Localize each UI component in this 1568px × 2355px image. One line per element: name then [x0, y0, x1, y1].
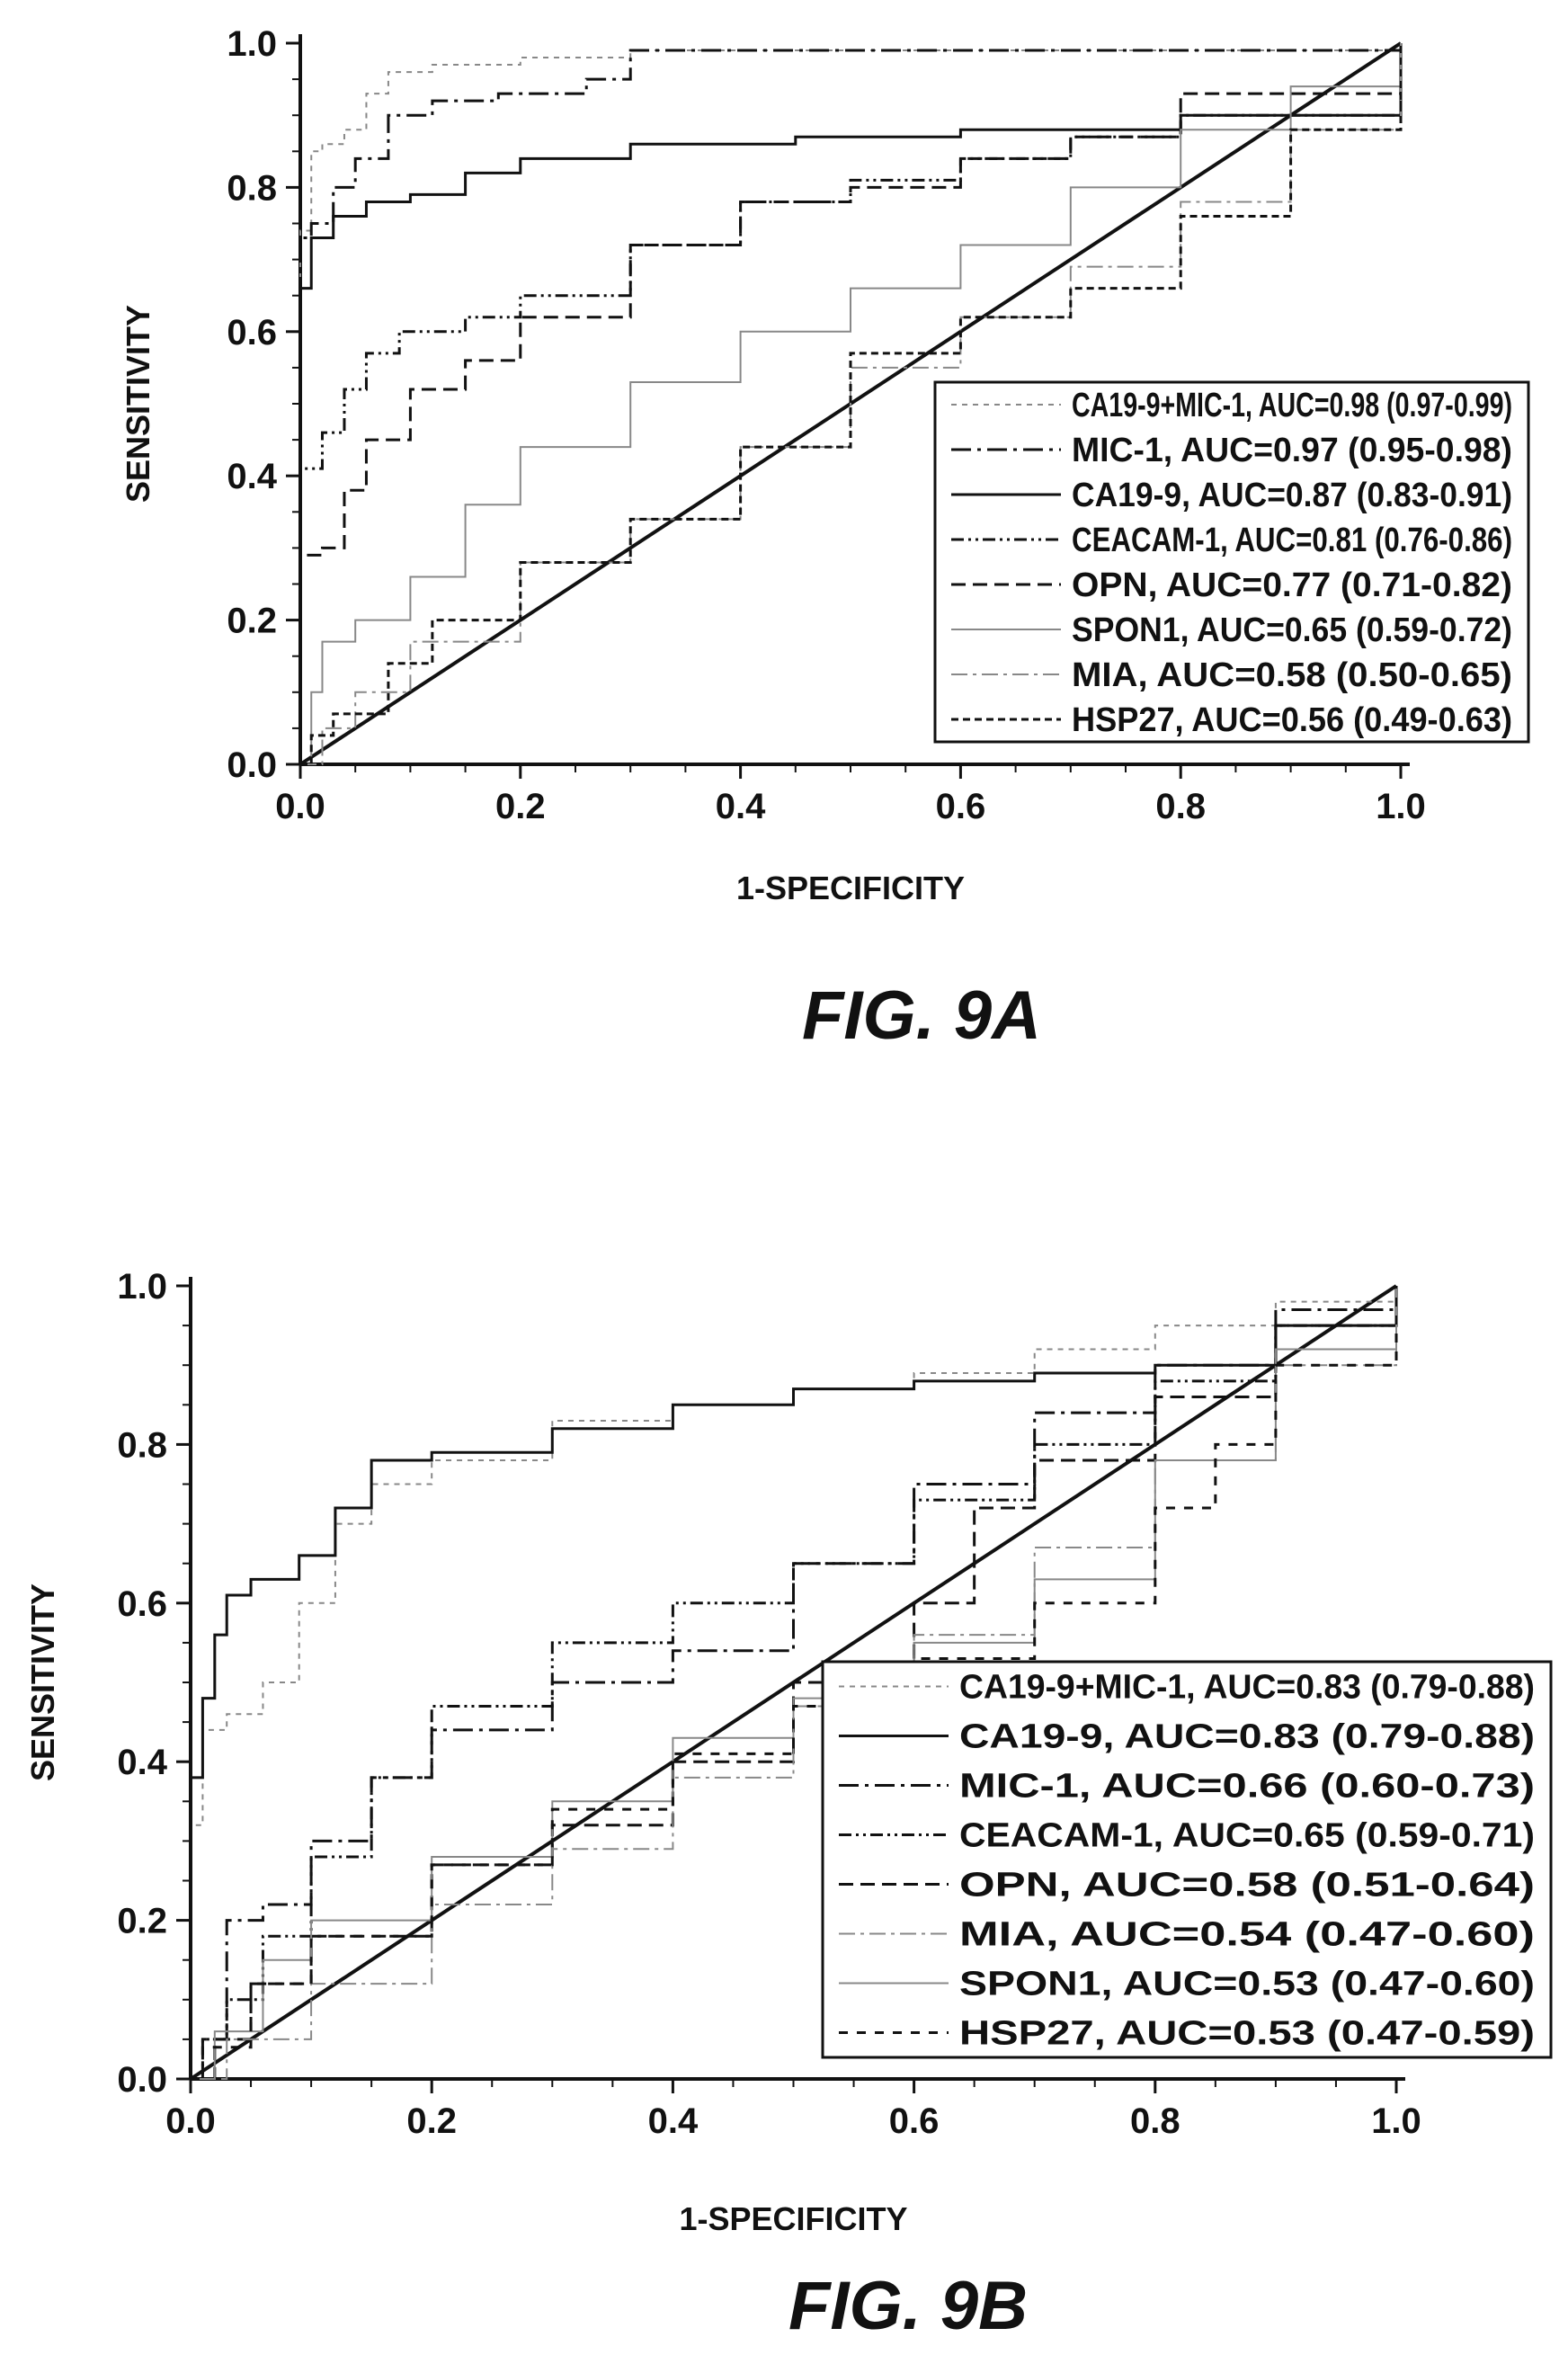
y-tick-label: 0.6 — [227, 313, 277, 352]
legend-entry: HSP27, AUC=0.53 (0.47-0.59) — [959, 2015, 1535, 2053]
series-line-6 — [191, 1286, 1397, 2080]
y-tick-label: 0.0 — [117, 2060, 167, 2100]
y-tick-label: 0.2 — [117, 1902, 167, 1941]
x-axis-label: 1-SPECIFICITY — [736, 870, 965, 906]
legend-entry: CA19-9+MIC-1, AUC=0.83 (0.79-0.88) — [959, 1669, 1535, 1707]
legend-entry: MIA, AUC=0.54 (0.47-0.60) — [959, 1916, 1535, 1954]
legend-entry: MIC-1, AUC=0.66 (0.60-0.73) — [959, 1768, 1535, 1806]
y-tick-label: 1.0 — [117, 1267, 167, 1307]
y-axis-label: SENSITIVITY — [120, 305, 156, 503]
roc-chart-9b: 0.0 0.2 0.4 0.6 0.8 1.0 0.0 0.2 0.4 0.6 0.8 1.0 1-SP… — [24, 1267, 1553, 2344]
y-axis-label: SENSITIVITY — [24, 1583, 61, 1781]
y-tick-label: 0.8 — [117, 1425, 167, 1465]
x-axis-label: 1-SPECIFICITY — [679, 2200, 907, 2237]
legend-entry: CA19-9, AUC=0.87 (0.83-0.91) — [1072, 477, 1512, 514]
legend-box — [933, 380, 1530, 744]
x-tick-label: 0.0 — [275, 787, 325, 826]
y-tick-label: 0.4 — [227, 457, 277, 496]
series-line-6 — [300, 43, 1402, 765]
series-line-0 — [190, 1286, 1397, 2079]
x-tick-label: 0.8 — [1155, 787, 1206, 826]
legend-entry: OPN, AUC=0.77 (0.71-0.82) — [1072, 566, 1512, 604]
series-line-5 — [300, 43, 1402, 765]
legend-entry: SPON1, AUC=0.53 (0.47-0.60) — [959, 1966, 1535, 2003]
x-tick-label: 0.4 — [648, 2101, 699, 2141]
series-line-1 — [298, 43, 1403, 764]
legend-entry: MIA, AUC=0.58 (0.50-0.65) — [1072, 656, 1512, 694]
legend-entry: HSP27, AUC=0.56 (0.49-0.63) — [1072, 701, 1512, 739]
legend-entry: MIC-1, AUC=0.97 (0.95-0.98) — [1072, 432, 1512, 469]
legend-entry: CEACAM-1, AUC=0.81 (0.76-0.86) — [1072, 522, 1512, 559]
x-tick-label: 1.0 — [1371, 2101, 1421, 2141]
legend-entry: CEACAM-1, AUC=0.65 (0.59-0.71) — [959, 1817, 1535, 1855]
y-tick-label: 0.2 — [227, 602, 277, 641]
series-line-2 — [298, 43, 1403, 764]
legend-entry: OPN, AUC=0.58 (0.51-0.64) — [959, 1867, 1535, 1905]
series-line-0 — [299, 43, 1402, 764]
x-tick-label: 0.8 — [1130, 2101, 1180, 2141]
series-line-4 — [298, 43, 1403, 764]
y-tick-label: 0.0 — [227, 745, 277, 785]
figure-caption: FIG. 9B — [788, 2268, 1028, 2344]
x-tick-label: 0.4 — [716, 787, 766, 826]
figure-caption: FIG. 9A — [802, 977, 1041, 1054]
legend-entry: SPON1, AUC=0.65 (0.59-0.72) — [1072, 611, 1512, 649]
legend-entry: CA19-9+MIC-1, AUC=0.98 (0.97-0.99) — [1072, 387, 1512, 424]
y-tick-label: 0.4 — [117, 1743, 167, 1782]
figure-9b: 0.0 0.2 0.4 0.6 0.8 1.0 0.0 0.2 0.4 0.6 0.8 1.0 1-SP… — [0, 1232, 1568, 2351]
legend-entry: CA19-9, AUC=0.83 (0.79-0.88) — [959, 1718, 1535, 1756]
x-tick-label: 0.2 — [495, 787, 546, 826]
x-tick-label: 0.2 — [406, 2101, 457, 2141]
series-line-7 — [191, 1286, 1398, 2081]
series-line-7 — [300, 43, 1403, 766]
y-tick-label: 0.6 — [117, 1584, 167, 1624]
series-line-1 — [189, 1286, 1398, 2079]
figure-9a: 0.0 0.2 0.4 0.6 0.8 1.0 0.0 0.2 0.4 0.6 0.8 1.0 1-SP… — [0, 0, 1568, 1115]
y-tick-label: 1.0 — [227, 24, 277, 64]
x-tick-label: 0.6 — [936, 787, 986, 826]
y-tick-label: 0.8 — [227, 168, 277, 208]
series-line-3 — [191, 1286, 1398, 2081]
x-tick-label: 0.0 — [165, 2101, 216, 2141]
roc-chart-9a: 0.0 0.2 0.4 0.6 0.8 1.0 0.0 0.2 0.4 0.6 0.8 1.0 1-SP… — [120, 24, 1530, 1054]
x-tick-label: 0.6 — [889, 2101, 940, 2141]
legend-box — [821, 1660, 1553, 2059]
x-tick-label: 1.0 — [1376, 787, 1426, 826]
